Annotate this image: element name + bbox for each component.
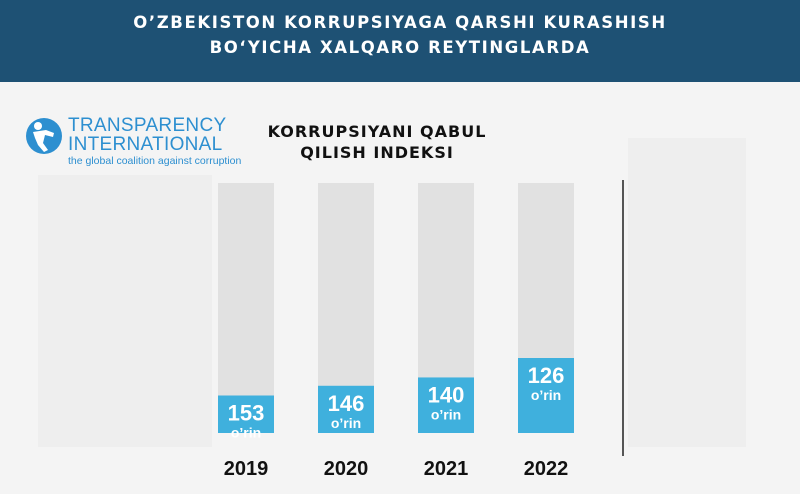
value-unit-2021: o’rin (431, 406, 461, 422)
background-panel-left (38, 175, 212, 447)
value-label-2021: 140 (428, 382, 465, 407)
x-tick-2020: 2020 (324, 458, 369, 480)
transparency-international-logo: TRANSPARENCY INTERNATIONAL the global co… (24, 114, 244, 170)
header-title-line1: O’ZBEKISTON KORRUPSIYAGA QARSHI KURASHIS… (133, 13, 667, 32)
chart-right-axis-line (622, 180, 624, 456)
x-tick-2019: 2019 (224, 458, 269, 480)
globe-person-icon (26, 118, 62, 154)
bar-2019 (218, 395, 274, 433)
x-tick-2021: 2021 (424, 458, 469, 480)
header-banner: O’ZBEKISTON KORRUPSIYAGA QARSHI KURASHIS… (0, 0, 800, 82)
chart-title-line1: KORRUPSIYANI QABUL (267, 122, 487, 141)
bar-2021 (418, 377, 474, 433)
chart-title: KORRUPSIYANI QABUL QILISH INDEKSI (262, 121, 492, 163)
background-panel-right (628, 138, 746, 447)
logo-text-line2: INTERNATIONAL (68, 134, 223, 155)
value-unit-2019: o’rin (231, 425, 261, 441)
bar-2022 (518, 358, 574, 433)
chart-title-line2: QILISH INDEKSI (300, 143, 454, 162)
x-tick-2022: 2022 (524, 458, 569, 480)
value-label-2022: 126 (528, 363, 565, 388)
value-unit-2020: o’rin (331, 415, 361, 431)
value-label-2020: 146 (328, 391, 365, 416)
bar-track-2019 (218, 183, 274, 433)
header-title-line2: BO‘YICHA XALQARO REYTINGLARDA (209, 38, 591, 57)
value-label-2019: 153 (228, 401, 265, 426)
logo-tagline: the global coalition against corruption (68, 155, 242, 167)
bar-2020 (318, 385, 374, 433)
logo-text-line1: TRANSPARENCY (68, 115, 227, 136)
value-unit-2022: o’rin (531, 387, 561, 403)
